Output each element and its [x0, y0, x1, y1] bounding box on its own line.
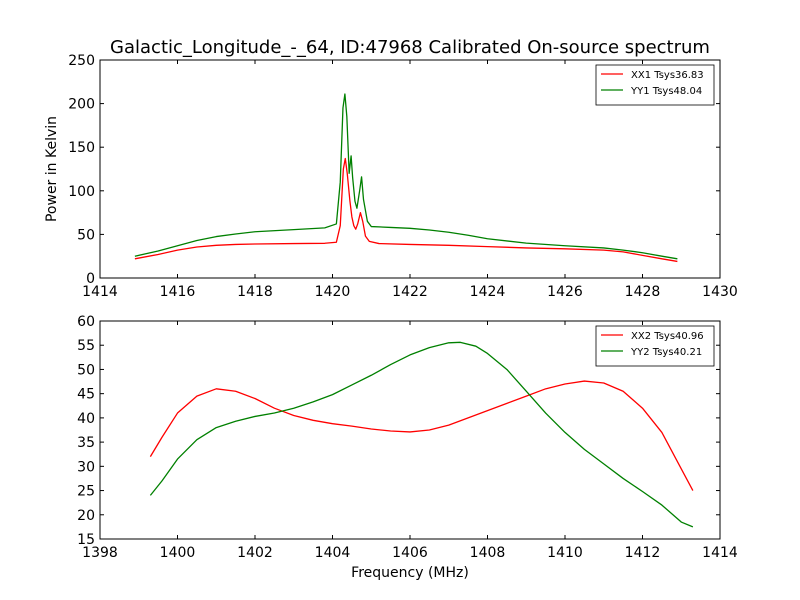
y-tick-label: 55 — [77, 338, 95, 354]
top-y-axis-label: Power in Kelvin — [44, 116, 60, 222]
y-tick-label: 35 — [77, 435, 95, 451]
y-tick-label: 250 — [68, 53, 95, 69]
x-tick-label: 1414 — [702, 545, 738, 561]
series-line-1 — [134, 157, 678, 263]
y-tick-label: 50 — [77, 362, 95, 378]
y-tick-label: 15 — [77, 532, 95, 548]
y-tick-label: 30 — [77, 459, 95, 475]
x-tick-label: 1420 — [315, 284, 351, 300]
legend: XX1 Tsys36.83 YY1 Tsys48.04 — [595, 64, 715, 106]
y-tick-label: 40 — [77, 411, 95, 427]
bottom-panel: Frequency (MHz) 1398 1400 1402 1404 1406 1408… — [77, 314, 738, 581]
legend-entry: XX1 Tsys36.83 — [631, 70, 704, 81]
legend: XX2 Tsys40.96 YY2 Tsys40.21 — [595, 325, 715, 367]
bottom-plot-area: 1398 1400 1402 1404 1406 1408 1410 1412 1414 15 20… — [77, 314, 738, 561]
x-tick-label: 1412 — [625, 545, 661, 561]
x-tick-label: 1418 — [237, 284, 273, 300]
legend-entry: YY2 Tsys40.21 — [630, 347, 702, 358]
y-tick-label: 60 — [77, 314, 95, 330]
y-tick-label: 45 — [77, 387, 95, 403]
x-tick-label: 1428 — [625, 284, 661, 300]
legend-entry: YY1 Tsys48.04 — [630, 86, 702, 97]
x-tick-label: 1422 — [392, 284, 428, 300]
y-tick-label: 150 — [68, 140, 95, 156]
x-tick-label: 1402 — [237, 545, 273, 561]
bottom-x-axis-label: Frequency (MHz) — [351, 565, 469, 581]
series-line-1 — [149, 380, 694, 491]
x-tick-label: 1398 — [82, 545, 118, 561]
x-tick-label: 1416 — [160, 284, 196, 300]
x-tick-label: 1430 — [702, 284, 738, 300]
top-plot-area: 1414 1416 1418 1420 1422 1424 1426 1428 1430 0 50 1… — [68, 53, 738, 300]
top-panel: Galactic_Longitude_-_64, ID:47968 Calibr… — [44, 37, 738, 300]
y-tick-label: 200 — [68, 97, 95, 113]
top-chart-title: Galactic_Longitude_-_64, ID:47968 Calibr… — [110, 37, 710, 58]
x-tick-label: 1414 — [82, 284, 118, 300]
series-line-2 — [134, 93, 678, 260]
x-tick-label: 1406 — [392, 545, 428, 561]
x-tick-label: 1424 — [470, 284, 506, 300]
y-tick-label: 0 — [86, 271, 95, 287]
y-tick-label: 100 — [68, 184, 95, 200]
series-line-2 — [149, 341, 694, 528]
x-tick-label: 1400 — [160, 545, 196, 561]
y-tick-label: 25 — [77, 484, 95, 500]
y-tick-label: 20 — [77, 508, 95, 524]
legend-entry: XX2 Tsys40.96 — [631, 331, 704, 342]
x-tick-label: 1408 — [470, 545, 506, 561]
y-tick-label: 50 — [77, 227, 95, 243]
x-tick-label: 1426 — [547, 284, 583, 300]
x-tick-label: 1404 — [315, 545, 351, 561]
x-tick-label: 1410 — [547, 545, 583, 561]
